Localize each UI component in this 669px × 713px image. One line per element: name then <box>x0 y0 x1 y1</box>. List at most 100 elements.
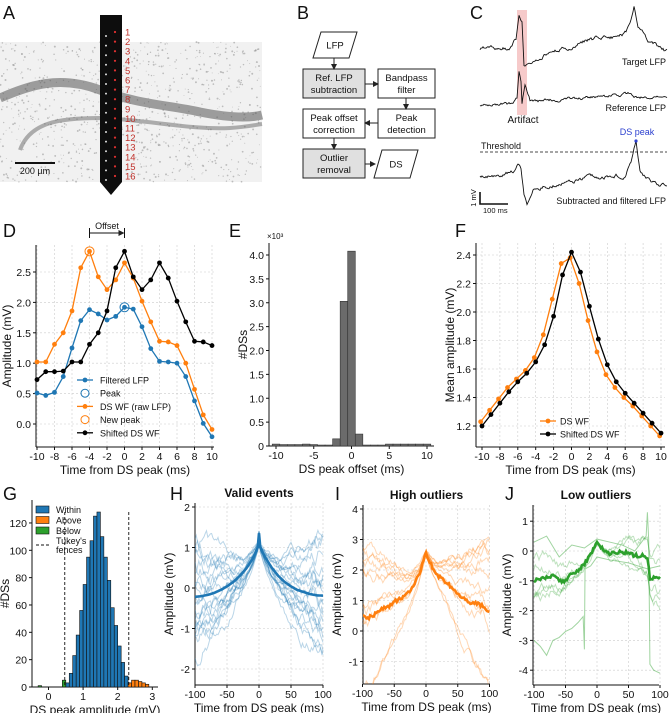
histology-speckle <box>214 162 217 165</box>
histology-speckle <box>61 144 63 146</box>
histology-speckle <box>164 179 166 181</box>
histology-speckle <box>143 177 145 180</box>
histology-speckle <box>60 129 62 131</box>
histology-speckle <box>230 45 232 47</box>
histology-speckle <box>77 55 80 58</box>
electrode-site-recording <box>113 88 117 91</box>
electrode-site <box>105 140 107 143</box>
histology-speckle <box>53 53 55 55</box>
histology-speckle <box>213 79 216 81</box>
histology-speckle <box>144 124 146 126</box>
histology-speckle <box>177 90 179 92</box>
histology-speckle <box>54 154 57 157</box>
panel-label-f: F <box>455 221 466 241</box>
y-tick-label: 1 <box>522 516 528 528</box>
histology-speckle <box>44 108 47 111</box>
histology-speckle <box>87 168 90 171</box>
histogram-bar <box>279 444 288 447</box>
histology-speckle <box>158 95 161 97</box>
electrode-site-recording <box>113 146 117 149</box>
data-point <box>165 359 171 365</box>
histology-speckle <box>44 166 46 168</box>
histology-speckle <box>215 63 217 65</box>
histology-speckle <box>78 148 80 150</box>
histology-speckle <box>182 114 184 116</box>
y-tick-label: 0.5 <box>16 389 31 401</box>
histology-speckle <box>241 135 244 138</box>
data-point <box>52 341 57 347</box>
y-tick-label: 4 <box>352 504 358 516</box>
histology-speckle <box>217 122 220 125</box>
histology-speckle <box>86 98 88 100</box>
histology-speckle <box>123 68 125 70</box>
chart-title: Valid events <box>224 486 294 500</box>
histology-speckle <box>127 73 129 75</box>
y-tick-label: 2.0 <box>16 297 31 309</box>
panel-g-chart: 0 1 2 3 0 20 40 60 80 100 120 DS peak amplitude (mV… <box>0 500 160 713</box>
data-point <box>139 298 145 304</box>
histology-speckle <box>187 164 189 166</box>
histology-speckle <box>245 157 247 159</box>
histology-speckle <box>209 135 211 137</box>
histology-speckle <box>70 105 73 108</box>
histology-speckle <box>24 111 26 113</box>
histology-speckle <box>47 117 49 119</box>
histology-speckle <box>167 145 170 148</box>
data-point <box>60 368 66 374</box>
histology-speckle <box>81 175 83 177</box>
histology-speckle <box>94 131 97 134</box>
x-tick-label: -10 <box>29 451 44 463</box>
histology-speckle <box>178 150 180 152</box>
data-point <box>87 248 92 254</box>
panel-label-e: E <box>229 221 241 241</box>
histology-speckle <box>89 147 92 150</box>
histogram-bar-within <box>93 515 98 688</box>
data-point <box>622 390 628 396</box>
data-point <box>595 336 601 342</box>
histology-speckle <box>167 115 169 117</box>
histology-speckle <box>219 71 222 73</box>
panel-label-b: B <box>297 3 309 23</box>
histology-speckle <box>249 104 251 106</box>
histology-speckle <box>209 55 211 58</box>
histology-speckle <box>14 67 17 70</box>
histology-speckle <box>42 41 44 44</box>
histology-speckle <box>49 105 51 107</box>
histogram-bar <box>271 443 281 447</box>
histology-speckle <box>14 44 17 47</box>
histology-speckle <box>140 151 143 154</box>
histology-speckle <box>169 84 171 87</box>
histology-speckle <box>23 55 26 58</box>
x-tick-label: -100 <box>523 689 544 701</box>
histology-speckle <box>231 110 233 113</box>
histology-speckle <box>80 67 82 70</box>
histology-speckle <box>156 134 158 136</box>
histology-speckle <box>68 151 70 154</box>
histology-speckle <box>130 171 133 174</box>
histology-speckle <box>53 130 55 133</box>
data-point <box>192 338 197 344</box>
data-point <box>515 379 521 385</box>
histology-speckle <box>168 87 170 89</box>
histology-speckle <box>214 159 216 162</box>
x-tick-label: 4 <box>157 451 163 463</box>
histogram-bar <box>362 444 371 447</box>
histology-speckle <box>251 163 254 165</box>
histology-speckle <box>92 127 94 130</box>
histology-speckle <box>170 88 172 90</box>
histology-speckle <box>87 122 89 124</box>
histology-speckle <box>83 110 85 113</box>
data-point <box>165 275 171 281</box>
histology-speckle <box>41 61 44 63</box>
histology-speckle <box>137 79 139 81</box>
individual-trace <box>195 531 324 587</box>
histology-speckle <box>80 144 82 146</box>
electrode-site <box>105 121 107 124</box>
histology-speckle <box>65 124 67 126</box>
histology-speckle <box>18 170 21 173</box>
target-lfp-label: Target LFP <box>622 57 666 67</box>
histology-speckle <box>78 129 81 131</box>
histology-speckle <box>92 178 94 181</box>
histology-speckle <box>25 46 28 48</box>
histology-speckle <box>189 67 191 70</box>
